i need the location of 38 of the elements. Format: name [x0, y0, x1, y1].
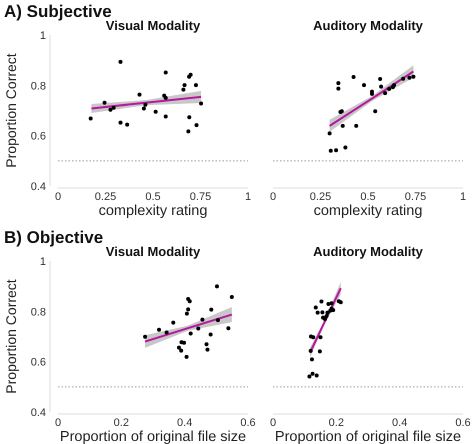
x-axis-title: complexity rating — [98, 203, 208, 219]
x-tick-label: 0.4 — [177, 417, 192, 429]
x-tick-label: 0 — [270, 191, 276, 203]
y-tick-label: 0.8 — [30, 306, 46, 318]
x-tick-label: 0 — [54, 191, 62, 203]
x-axis-title: Proportion of original file size — [274, 429, 462, 444]
y-tick-label: 0.6 — [30, 356, 46, 369]
x-tick-label: 0.75 — [190, 191, 212, 203]
chart-title: Auditory Modality — [313, 18, 424, 33]
x-tick-label: 0.75 — [404, 191, 426, 203]
x-axis-title: Proportion of original file size — [60, 429, 246, 444]
y-tick-label: 0.4 — [30, 407, 46, 419]
y-tick-label: 1 — [40, 256, 46, 268]
y-axis-title: Proportion Correct — [3, 53, 19, 168]
y-tick-label: 1 — [40, 30, 46, 42]
x-tick-label: 1 — [460, 191, 466, 203]
x-tick-label: 0.25 — [94, 191, 116, 203]
x-tick-label: 0.2 — [114, 417, 129, 429]
chart-title: Visual Modality — [106, 244, 201, 259]
x-axis-title: complexity rating — [314, 203, 422, 219]
y-tick-label: 0.6 — [30, 130, 46, 143]
x-tick-label: 1 — [244, 191, 252, 203]
x-tick-label: 0.5 — [360, 191, 376, 203]
x-tick-label: 0 — [270, 417, 276, 429]
x-tick-label: 0 — [54, 417, 62, 429]
x-tick-label: 0.25 — [310, 191, 332, 203]
y-tick-label: 0.4 — [30, 181, 46, 193]
y-tick-label: 0.8 — [30, 80, 46, 92]
text: A) Subjective — [4, 2, 112, 21]
y-axis-title: Proportion Correct — [3, 279, 19, 394]
x-tick-label: 0.4 — [392, 417, 408, 429]
text: B) Objective — [4, 228, 104, 247]
x-tick-label: 0.2 — [328, 417, 344, 429]
x-tick-label: 0.6 — [240, 417, 256, 429]
chart-title: Visual Modality — [106, 18, 201, 33]
chart-title: Auditory Modality — [313, 244, 424, 259]
x-tick-label: 0.6 — [455, 417, 471, 429]
x-tick-label: 0.5 — [145, 191, 161, 203]
